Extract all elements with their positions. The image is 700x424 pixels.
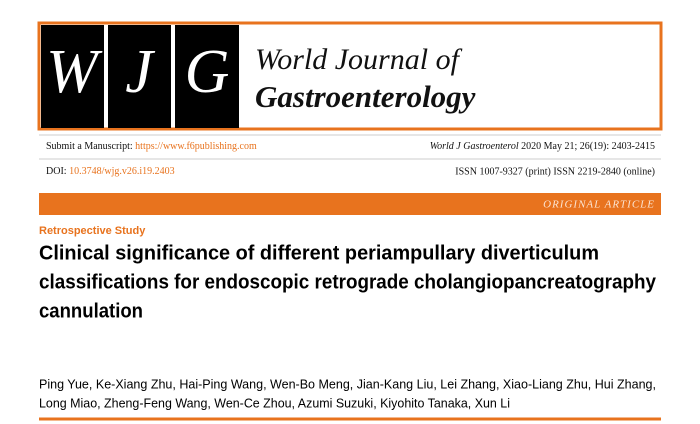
article-type: ORIGINAL ARTICLE: [543, 199, 655, 211]
authors: Ping Yue, Ke-Xiang Zhu, Hai-Ping Wang, W…: [39, 377, 656, 391]
logo-box: [41, 25, 104, 128]
title-line: Clinical significance of different peria…: [39, 242, 599, 264]
logo-letter: J: [125, 38, 155, 106]
citation: World J Gastroenterol 2020 May 21; 26(19…: [430, 141, 655, 152]
title-line: cannulation: [39, 300, 143, 322]
logo-box: [108, 25, 171, 128]
journal-name: Gastroenterology: [255, 79, 476, 114]
logo-letter: W: [46, 38, 103, 106]
study-type: Retrospective Study: [39, 225, 146, 237]
logo-letter: G: [185, 38, 230, 106]
issn: ISSN 1007-9327 (print) ISSN 2219-2840 (o…: [455, 166, 655, 177]
journal-name: World Journal of: [255, 43, 463, 76]
authors: Long Miao, Zheng-Feng Wang, Wen-Ce Zhou,…: [39, 396, 510, 410]
label: Submit a Manuscript:: [46, 141, 133, 152]
article-type-bar: [39, 193, 661, 215]
doi[interactable]: 10.3748/wjg.v26.i19.2403: [69, 166, 175, 177]
url[interactable]: https://www.f6publishing.com: [135, 141, 257, 152]
submit-line: Submit a Manuscript: https://www.f6publi…: [46, 141, 257, 152]
label: DOI:: [46, 166, 67, 177]
logo-box: [175, 25, 239, 128]
citation-details: 2020 May 21; 26(19): 2403-2415: [521, 141, 655, 152]
doi-line: DOI: 10.3748/wjg.v26.i19.2403: [46, 166, 175, 177]
title-line: classifications for endoscopic retrograd…: [39, 271, 657, 293]
journal-abbrev: World J Gastroenterol: [430, 141, 519, 152]
